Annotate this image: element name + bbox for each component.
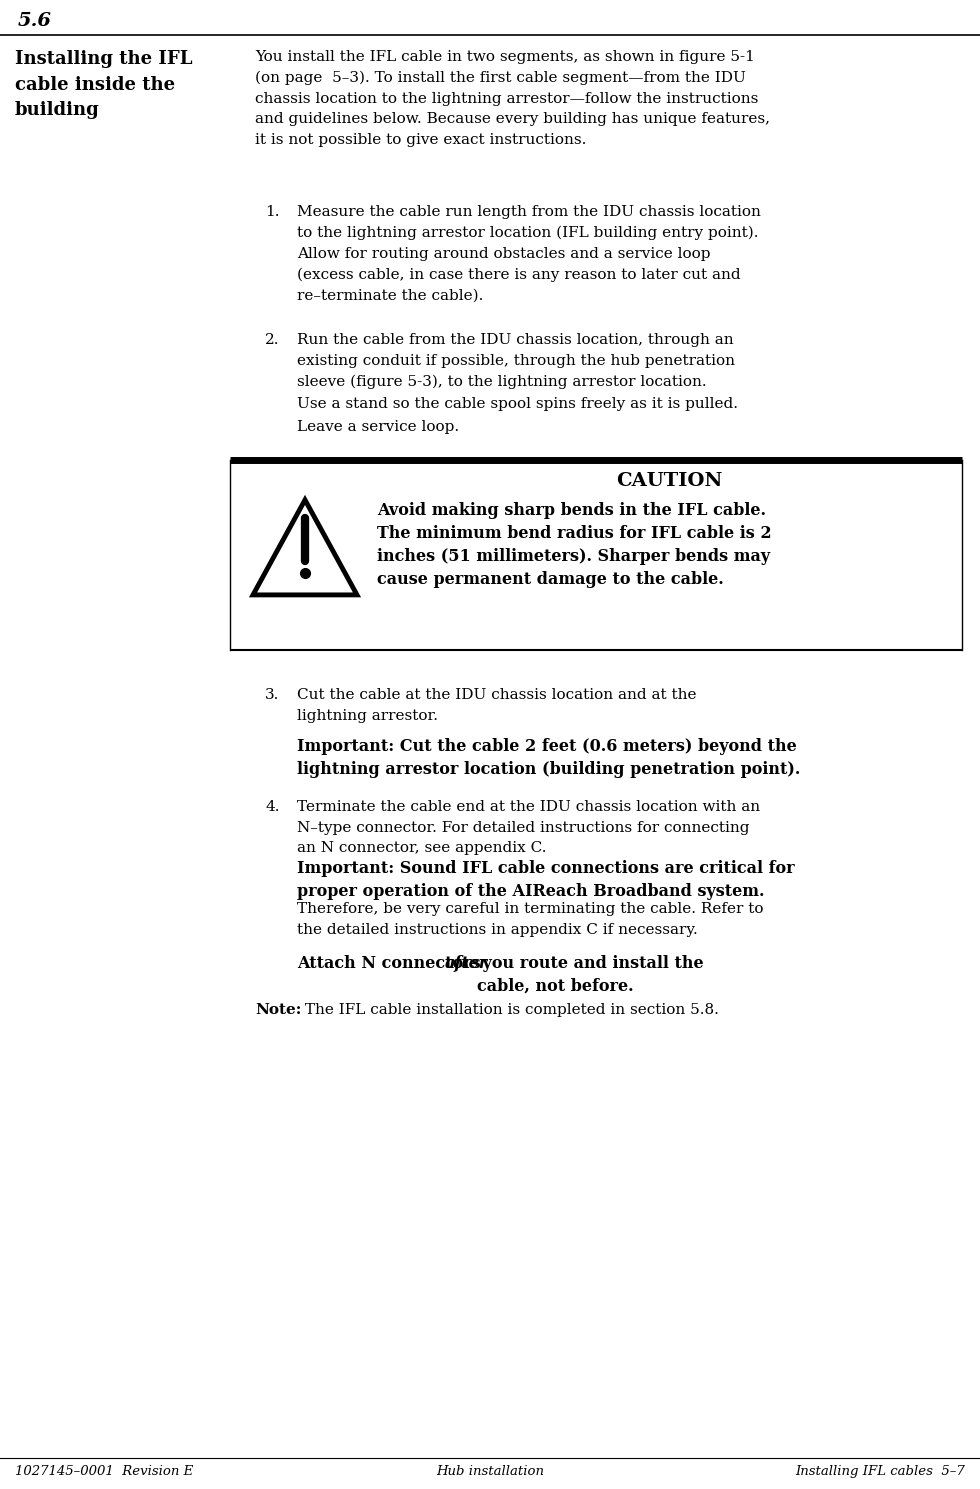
Text: Avoid making sharp bends in the IFL cable.
The minimum bend radius for IFL cable: Avoid making sharp bends in the IFL cabl… xyxy=(377,502,771,588)
Text: CAUTION: CAUTION xyxy=(616,472,722,490)
Text: The IFL cable installation is completed in section 5.8.: The IFL cable installation is completed … xyxy=(300,1004,719,1017)
Text: Measure the cable run length from the IDU chassis location
to the lightning arre: Measure the cable run length from the ID… xyxy=(297,205,760,302)
Text: Leave a service loop.: Leave a service loop. xyxy=(297,420,459,433)
Text: Run the cable from the IDU chassis location, through an
existing conduit if poss: Run the cable from the IDU chassis locat… xyxy=(297,334,735,389)
Text: Cut the cable at the IDU chassis location and at the
lightning arrestor.: Cut the cable at the IDU chassis locatio… xyxy=(297,688,697,722)
Text: Hub installation: Hub installation xyxy=(436,1465,544,1479)
Text: You install the IFL cable in two segments, as shown in figure 5-1
(on page  5–3): You install the IFL cable in two segment… xyxy=(255,51,770,147)
Text: after: after xyxy=(445,954,488,972)
Text: Attach N connectors: Attach N connectors xyxy=(297,954,486,972)
Text: Terminate the cable end at the IDU chassis location with an
N–type connector. Fo: Terminate the cable end at the IDU chass… xyxy=(297,800,760,855)
Text: 1.: 1. xyxy=(265,205,279,219)
Text: Installing the IFL
cable inside the
building: Installing the IFL cable inside the buil… xyxy=(15,51,192,119)
Polygon shape xyxy=(253,500,357,596)
Text: 4.: 4. xyxy=(265,800,279,814)
Text: you route and install the
cable, not before.: you route and install the cable, not bef… xyxy=(477,954,704,995)
Text: Note:: Note: xyxy=(255,1004,302,1017)
Text: 2.: 2. xyxy=(265,334,279,347)
Text: Installing IFL cables  5–7: Installing IFL cables 5–7 xyxy=(795,1465,965,1479)
Text: Therefore, be very careful in terminating the cable. Refer to
the detailed instr: Therefore, be very careful in terminatin… xyxy=(297,902,763,937)
Text: Important: Sound IFL cable connections are critical for
proper operation of the : Important: Sound IFL cable connections a… xyxy=(297,861,795,899)
Text: 5.6: 5.6 xyxy=(18,12,52,30)
Text: Use a stand so the cable spool spins freely as it is pulled.: Use a stand so the cable spool spins fre… xyxy=(297,398,738,411)
Text: 1027145–0001  Revision E: 1027145–0001 Revision E xyxy=(15,1465,193,1479)
Text: 3.: 3. xyxy=(265,688,279,701)
Text: Important: Cut the cable 2 feet (0.6 meters) beyond the
lightning arrestor locat: Important: Cut the cable 2 feet (0.6 met… xyxy=(297,739,801,777)
